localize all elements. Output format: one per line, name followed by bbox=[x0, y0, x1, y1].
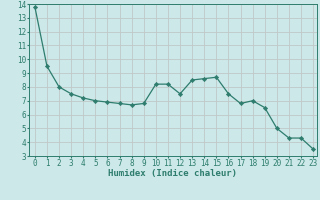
X-axis label: Humidex (Indice chaleur): Humidex (Indice chaleur) bbox=[108, 169, 237, 178]
